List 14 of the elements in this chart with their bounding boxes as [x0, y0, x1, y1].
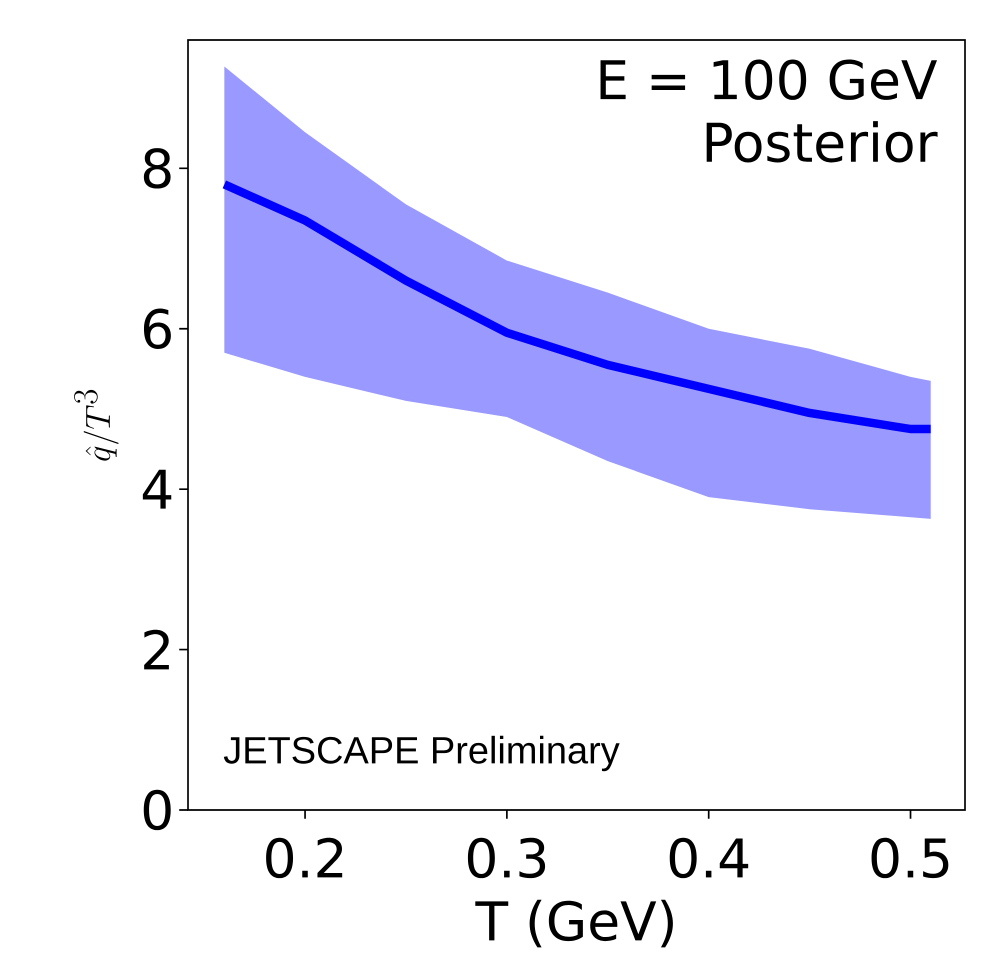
x-tick-label: 0.5 — [872, 838, 948, 878]
annotation: Posterior — [706, 121, 938, 162]
y-tick-label: 6 — [144, 308, 171, 349]
x-tick-label: 0.4 — [670, 838, 748, 878]
x-tick-label: 0.2 — [266, 838, 342, 878]
x-tick-label: 0.3 — [468, 838, 546, 878]
x-axis-title: T (GeV) — [475, 900, 673, 948]
annotation: E = 100 GeV — [600, 60, 938, 100]
y-tick-label: 8 — [144, 148, 171, 189]
y-axis-title: $\hat{q}/T^3$ — [74, 390, 119, 461]
y-tick-label: 4 — [142, 470, 172, 509]
y-tick-label: 2 — [144, 630, 169, 670]
annotation: JETSCAPE Preliminary — [224, 736, 620, 772]
y-tick-label: 0 — [144, 790, 171, 830]
